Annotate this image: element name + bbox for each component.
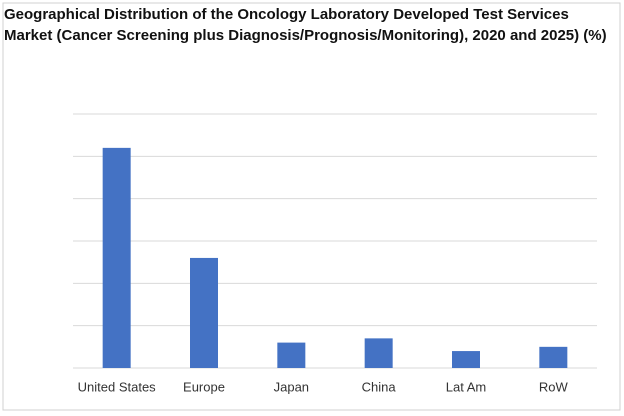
- x-tick-label: Europe: [183, 379, 225, 394]
- bar: [102, 147, 131, 368]
- bar: [277, 342, 306, 368]
- x-tick-label: Lat Am: [446, 379, 486, 394]
- chart-title: Geographical Distribution of the Oncolog…: [4, 6, 607, 44]
- bar: [190, 257, 218, 368]
- x-tick-label: United States: [78, 379, 157, 394]
- x-tick-label: Japan: [274, 379, 309, 394]
- chart-border: [2, 2, 621, 411]
- bar: [452, 351, 480, 368]
- x-tick-label: China: [362, 379, 397, 394]
- x-tick-label: RoW: [539, 379, 569, 394]
- bar: [539, 346, 568, 368]
- bar: [364, 338, 393, 368]
